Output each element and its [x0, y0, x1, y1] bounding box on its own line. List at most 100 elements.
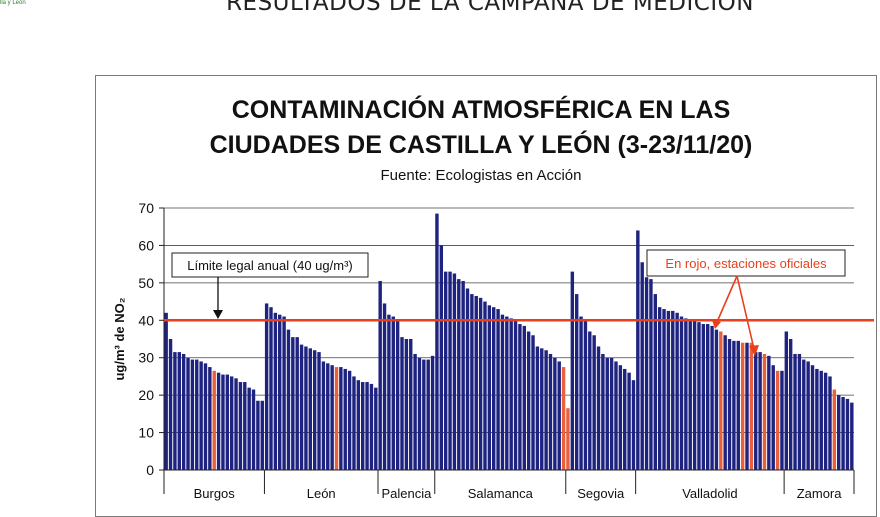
bar	[404, 339, 409, 470]
bar	[815, 368, 819, 470]
bar	[382, 303, 387, 470]
bar	[592, 335, 596, 470]
bar	[710, 325, 714, 470]
bar	[369, 383, 374, 470]
bar	[299, 344, 304, 470]
bar	[443, 271, 448, 470]
bar	[666, 310, 671, 470]
group-label: Salamanca	[468, 486, 534, 501]
bar	[732, 340, 736, 470]
bar	[671, 310, 675, 470]
bar	[269, 307, 273, 470]
official-arrow-2	[736, 275, 755, 350]
bar	[452, 273, 457, 470]
bar	[767, 355, 771, 470]
y-tick-label: 60	[138, 237, 154, 253]
bar	[644, 277, 649, 470]
bar	[837, 395, 841, 470]
bar	[788, 339, 793, 470]
bar	[745, 342, 749, 470]
official-arrow-1	[716, 275, 738, 323]
group-label: Zamora	[797, 486, 843, 501]
bar	[518, 324, 522, 470]
bar	[216, 372, 221, 470]
bar	[531, 335, 535, 470]
bar	[653, 294, 657, 470]
bar	[173, 352, 177, 470]
bar	[225, 374, 230, 470]
bar	[487, 305, 492, 470]
bar	[596, 346, 601, 470]
bar	[697, 322, 701, 470]
bar	[282, 316, 286, 470]
bar	[308, 348, 312, 470]
bar	[439, 245, 444, 470]
bar	[500, 314, 505, 470]
bar-official	[334, 367, 339, 470]
bar	[203, 363, 208, 470]
bar	[295, 337, 299, 470]
bar	[631, 380, 636, 470]
bar	[780, 370, 784, 470]
chart-svg: CONTAMINACIÓN ATMOSFÉRICA EN LAS CIUDADES…	[112, 94, 874, 501]
bar	[343, 368, 347, 470]
bar	[330, 365, 334, 470]
bar	[636, 230, 640, 470]
bar	[478, 297, 483, 470]
bar	[570, 271, 575, 470]
bar	[828, 376, 832, 470]
bar	[317, 352, 321, 470]
bar	[339, 367, 343, 470]
bar	[583, 320, 588, 470]
y-tick-label: 30	[138, 350, 154, 366]
bar	[164, 312, 168, 470]
bar	[321, 361, 326, 470]
bar	[797, 353, 802, 470]
bar	[609, 357, 614, 470]
bar	[640, 262, 644, 470]
bar-official	[212, 370, 216, 470]
chart-title-line1: CONTAMINACIÓN ATMOSFÉRICA EN LAS	[232, 94, 731, 124]
official-arrowhead-2	[749, 345, 759, 356]
bar	[819, 370, 823, 470]
bar	[457, 279, 461, 470]
bar	[701, 324, 706, 470]
bar	[727, 339, 732, 470]
bar	[251, 389, 256, 470]
bar-official	[832, 389, 837, 470]
bar	[841, 397, 845, 470]
bar	[378, 280, 382, 470]
bar	[688, 320, 692, 470]
y-tick-label: 50	[138, 275, 154, 291]
bar	[627, 372, 631, 470]
bar	[387, 314, 391, 470]
bar	[557, 361, 561, 470]
bar	[509, 318, 513, 470]
bar	[657, 307, 662, 470]
bar	[190, 359, 195, 470]
bar-official	[749, 342, 754, 470]
bar	[238, 382, 243, 470]
bar	[802, 359, 806, 470]
bar	[361, 382, 365, 470]
group-label: Segovia	[577, 486, 625, 501]
bar	[347, 370, 352, 470]
official-arrowhead-1	[712, 320, 721, 329]
bar	[177, 352, 181, 470]
bar-official	[719, 331, 723, 470]
bar	[426, 359, 430, 470]
bar	[430, 355, 435, 470]
bar-official	[561, 367, 566, 470]
bar	[483, 301, 487, 470]
bar	[684, 318, 688, 470]
bar	[470, 294, 474, 470]
group-label: Burgos	[194, 486, 236, 501]
bar	[574, 294, 579, 470]
bar	[544, 350, 548, 470]
bar	[417, 357, 422, 470]
slide-title: RESULTADOS DE LA CAMPAÑA DE MEDICIÓN	[226, 0, 754, 16]
bar	[793, 353, 797, 470]
bar	[548, 353, 553, 470]
bar	[286, 329, 291, 470]
bar	[845, 398, 850, 470]
